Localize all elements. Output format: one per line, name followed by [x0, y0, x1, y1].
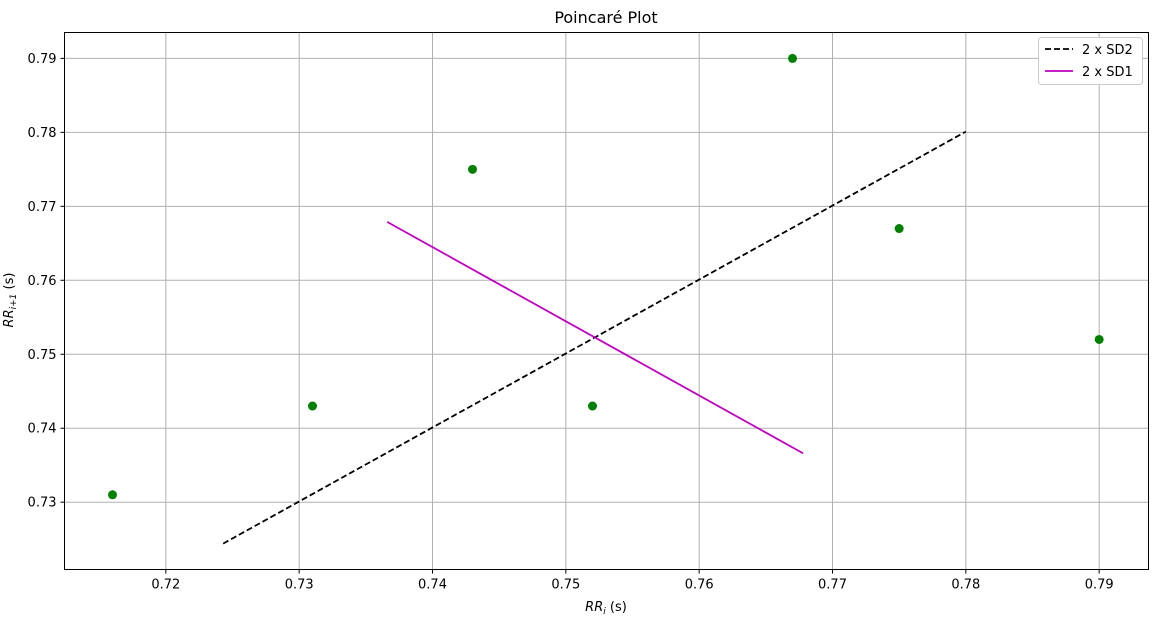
x-axis-label: RRi (s) — [585, 600, 627, 617]
x-tick-label: 0.73 — [285, 578, 314, 593]
y-tick-label: 0.76 — [28, 274, 57, 289]
series-line-sd1 — [386, 221, 804, 455]
scatter-point — [108, 490, 117, 500]
y-tick-label: 0.78 — [28, 126, 57, 141]
x-tick-label: 0.74 — [418, 578, 447, 593]
plot-frame — [64, 32, 1149, 570]
y-tick-label: 0.74 — [28, 422, 57, 437]
legend-label-sd1: 2 x SD1 — [1082, 65, 1133, 80]
y-tick-label: 0.79 — [28, 52, 57, 67]
y-axis-label: RRi+1 (s) — [2, 273, 19, 328]
x-ticks: 0.72 0.73 0.74 0.75 0.76 0.77 0.78 0.79 — [151, 569, 1114, 593]
scatter-point — [894, 224, 904, 234]
y-tick-label: 0.73 — [28, 496, 57, 511]
scatter-point — [308, 401, 317, 411]
scatter-point — [1094, 334, 1104, 344]
chart-title: Poincaré Plot — [554, 8, 657, 27]
x-tick-label: 0.78 — [951, 578, 980, 593]
x-tick-label: 0.75 — [551, 578, 580, 593]
legend: 2 x SD2 2 x SD1 — [1038, 37, 1143, 85]
series-lines — [222, 130, 967, 545]
scatter-point — [788, 53, 797, 63]
grid — [64, 32, 1149, 570]
scatter-point — [588, 401, 597, 411]
y-tick-label: 0.75 — [28, 348, 57, 363]
x-tick-label: 0.76 — [685, 578, 714, 593]
scatter-point — [468, 164, 477, 174]
y-tick-label: 0.77 — [28, 200, 57, 215]
x-tick-label: 0.79 — [1085, 578, 1114, 593]
legend-label-sd2: 2 x SD2 — [1082, 43, 1133, 58]
x-tick-label: 0.77 — [818, 578, 847, 593]
scatter-points — [108, 53, 1104, 500]
x-tick-label: 0.72 — [151, 578, 180, 593]
y-ticks: 0.73 0.74 0.75 0.76 0.77 0.78 0.79 — [28, 52, 65, 511]
